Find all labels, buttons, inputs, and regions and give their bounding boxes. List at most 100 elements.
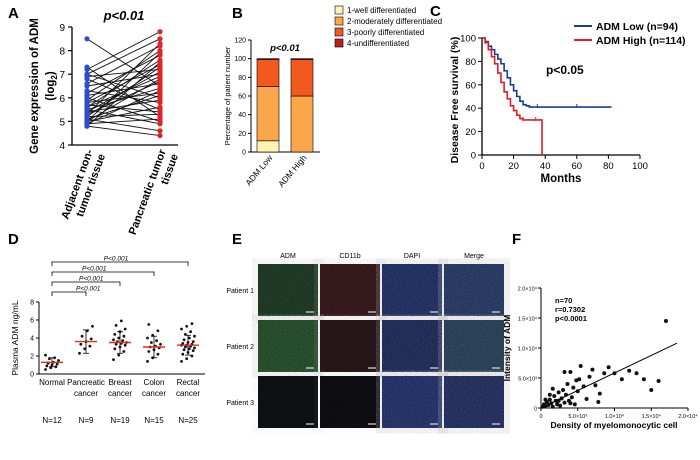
x-category-label: ADM High	[276, 153, 309, 189]
panel-a-ylabel-unit: (log2)	[45, 71, 59, 101]
data-point	[185, 357, 189, 361]
bar-segment	[256, 86, 280, 142]
pair-line	[86, 38, 161, 75]
data-point	[619, 377, 624, 382]
data-point	[117, 353, 121, 357]
data-point	[180, 327, 183, 331]
micrograph-stain	[320, 320, 380, 372]
legend-label: 3-poorly differentiated	[347, 28, 424, 37]
panel-a-ylabel: Gene expression of ADM	[29, 18, 41, 154]
y-tick-label: 6	[59, 94, 65, 105]
x-tick-label: 5.0×10³	[568, 414, 587, 420]
ylabel-main: Gene expression of ADM	[29, 18, 41, 154]
data-point	[182, 348, 186, 352]
micrograph-stain	[444, 376, 504, 428]
significance-bracket	[51, 261, 189, 266]
pair-line	[86, 43, 161, 115]
y-tick-label: 0	[471, 151, 476, 162]
data-point	[45, 364, 49, 368]
y-tick-label: 7	[59, 70, 65, 81]
data-point	[44, 368, 47, 371]
data-point	[44, 353, 47, 357]
data-point	[571, 385, 576, 390]
row-label: Patient 2	[226, 344, 254, 351]
pair-line	[86, 73, 161, 99]
data-point	[550, 386, 555, 391]
y-tick-label: 20	[465, 127, 476, 138]
legend-label: ADM Low (n=94)	[596, 21, 678, 33]
y-tick-label: 0	[534, 407, 537, 413]
panel-f-xlabel: Density of myelomonocytic cell	[550, 420, 677, 430]
data-point	[113, 333, 117, 336]
data-point	[641, 377, 646, 382]
data-point	[185, 324, 189, 328]
data-point	[187, 347, 191, 351]
micrograph-tint	[382, 376, 442, 428]
x-tick-label: 80	[603, 161, 614, 172]
data-point	[634, 371, 639, 376]
y-tick-label: 0	[30, 372, 34, 379]
n-label: N=15	[144, 416, 164, 425]
data-point	[89, 337, 93, 341]
x-tick-label: 60	[572, 161, 583, 172]
y-tick-label: 100	[234, 56, 246, 63]
panel-letter-b: B	[232, 5, 243, 22]
panel-c-xlabel: Months	[541, 173, 582, 185]
micrograph-stain	[444, 264, 504, 316]
panel-letter-e: E	[232, 231, 242, 248]
x-tick-label: 0	[479, 161, 484, 172]
data-point	[663, 319, 668, 323]
data-point	[147, 323, 151, 326]
data-point	[156, 352, 160, 356]
panel-c-ylabel: Disease Free survival (%)	[449, 37, 461, 164]
legend-label: 1-well differentiated	[347, 6, 416, 15]
x-tick-label: 20	[508, 161, 519, 172]
tumor-point	[157, 29, 163, 35]
pair-line	[86, 118, 161, 125]
x-tick-label: 100	[632, 161, 648, 172]
legend-label: 2-moderately differentiated	[347, 17, 442, 26]
data-point	[190, 354, 194, 358]
data-point	[556, 390, 561, 395]
survival-curve	[482, 37, 543, 155]
panel-b-stacked-bar: 0 20 40 60 80 100 120 ADM Low ADM High p<0.01 Perc…	[223, 5, 442, 189]
data-point	[83, 347, 87, 351]
stat-annotation: r=0.7302	[555, 305, 585, 314]
pair-line	[86, 113, 161, 118]
pair-line	[86, 50, 161, 101]
y-tick-label: 9	[59, 23, 65, 34]
x-category-line2: cancer	[108, 389, 132, 398]
legend-swatch	[334, 38, 344, 48]
significance-bracket	[51, 271, 155, 276]
n-label: N=25	[178, 416, 198, 425]
legend-label: ADM High (n=114)	[596, 35, 686, 47]
data-point	[112, 338, 115, 342]
adjacent-point	[84, 36, 90, 42]
bar-segment	[256, 59, 280, 87]
bar-segment	[290, 95, 314, 153]
pair-line	[86, 106, 161, 122]
x-tick-label: 0	[539, 414, 542, 420]
y-tick-label: 20	[238, 131, 246, 138]
panel-b-ylabel: Percentage of patient number	[223, 46, 232, 145]
pair-line	[86, 90, 161, 103]
data-point	[547, 392, 552, 397]
x-category-line2: cancer	[142, 389, 166, 398]
data-point	[88, 344, 92, 348]
micrograph-tint	[444, 320, 504, 372]
panel-f-ylabel: Intensity of ADM	[502, 315, 512, 382]
significance-bracket	[51, 281, 121, 286]
regression-line	[540, 342, 678, 409]
n-label: N=19	[110, 416, 130, 425]
y-tick-label: 4	[59, 141, 65, 152]
data-point	[182, 338, 186, 342]
y-tick-label: 4	[30, 336, 34, 343]
pair-line	[86, 62, 161, 127]
bar-segment	[256, 140, 280, 153]
pair-line	[86, 52, 161, 122]
data-point	[78, 351, 81, 355]
y-tick-label: 40	[238, 112, 246, 119]
ylabel-unit-close: )	[45, 71, 57, 75]
micrograph-stain	[382, 320, 442, 372]
pair-line	[86, 90, 161, 125]
